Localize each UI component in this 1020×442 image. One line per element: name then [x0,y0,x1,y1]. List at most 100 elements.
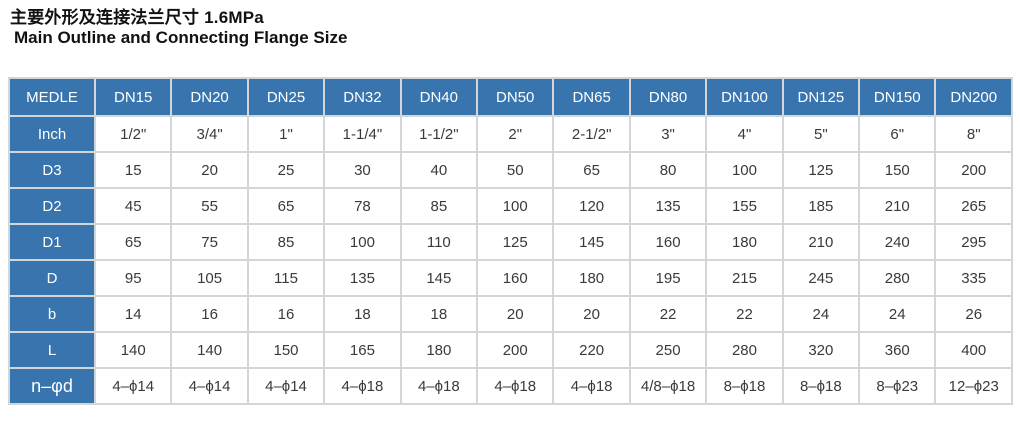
cell-d3-dn65: 65 [552,151,631,189]
cell-l-dn200: 400 [934,331,1013,369]
cell-inch-dn125: 5" [781,115,861,153]
cell-b-dn32: 18 [323,295,402,333]
cell-d-dn25: 115 [246,259,326,297]
cell-d3-dn25: 25 [246,151,326,189]
cell-d1-dn80: 160 [628,223,708,261]
cell-d1-dn125: 210 [781,223,861,261]
cell-inch-dn200: 8" [934,115,1013,153]
table-row-l: L 140 140 150 165 180 200 220 250 280 320 360 400 [8,331,1013,369]
table-header-row: MEDLE DN15 DN20 DN25 DN32 DN40 DN50 DN65 DN80 DN1… [8,77,1013,117]
cell-d3-dn200: 200 [934,151,1013,189]
row-label-b: b [8,295,96,333]
cell-b-dn50: 20 [476,295,555,333]
cell-d2-dn20: 55 [170,187,249,225]
column-header-dn125: DN125 [781,77,861,117]
cell-l-dn100: 280 [705,331,784,369]
cell-d-dn200: 335 [934,259,1013,297]
cell-b-dn125: 24 [781,295,861,333]
cell-b-dn40: 18 [399,295,479,333]
cell-l-dn125: 320 [781,331,861,369]
column-header-dn32: DN32 [323,77,402,117]
cell-inch-dn100: 4" [705,115,784,153]
cell-d-dn125: 245 [781,259,861,297]
column-header-dn50: DN50 [476,77,555,117]
row-label-l: L [8,331,96,369]
cell-b-dn20: 16 [170,295,249,333]
cell-n-phid-dn65: 4–ϕ18 [552,367,631,405]
page-title-chinese: 主要外形及连接法兰尺寸 1.6MPa [10,8,264,27]
column-header-dn100: DN100 [705,77,784,117]
cell-d1-dn150: 240 [858,223,937,261]
cell-d2-dn40: 85 [399,187,479,225]
cell-d2-dn32: 78 [323,187,402,225]
cell-d2-dn50: 100 [476,187,555,225]
cell-l-dn20: 140 [170,331,249,369]
cell-inch-dn32: 1-1/4" [323,115,402,153]
cell-d-dn100: 215 [705,259,784,297]
cell-d2-dn150: 210 [858,187,937,225]
cell-b-dn150: 24 [858,295,937,333]
cell-d-dn65: 180 [552,259,631,297]
cell-d3-dn100: 100 [705,151,784,189]
cell-d2-dn100: 155 [705,187,784,225]
cell-n-phid-dn200: 12–ϕ23 [934,367,1013,405]
cell-b-dn200: 26 [934,295,1013,333]
cell-inch-dn15: 1/2" [93,115,173,153]
cell-d2-dn65: 120 [552,187,631,225]
cell-n-phid-dn80: 4/8–ϕ18 [628,367,708,405]
cell-n-phid-dn15: 4–ϕ14 [93,367,173,405]
column-header-dn80: DN80 [628,77,708,117]
row-label-d: D [8,259,96,297]
column-header-dn20: DN20 [170,77,249,117]
table-row-d2: D2 45 55 65 78 85 100 120 135 155 185 210 265 [8,187,1013,225]
cell-d3-dn40: 40 [399,151,479,189]
cell-inch-dn80: 3" [628,115,708,153]
table-row-n-phid: n–φd 4–ϕ14 4–ϕ14 4–ϕ14 4–ϕ18 4–ϕ18 4–ϕ18 4–ϕ18 4… [8,367,1013,405]
cell-n-phid-dn100: 8–ϕ18 [705,367,784,405]
cell-d2-dn200: 265 [934,187,1013,225]
cell-d-dn80: 195 [628,259,708,297]
table-row-d: D 95 105 115 135 145 160 180 195 215 245 280 335 [8,259,1013,297]
cell-d-dn32: 135 [323,259,402,297]
cell-b-dn25: 16 [246,295,326,333]
cell-inch-dn20: 3/4" [170,115,249,153]
cell-n-phid-dn25: 4–ϕ14 [246,367,326,405]
cell-l-dn15: 140 [93,331,173,369]
column-header-dn25: DN25 [246,77,326,117]
row-label-d2: D2 [8,187,96,225]
cell-d1-dn50: 125 [476,223,555,261]
page-title-english: Main Outline and Connecting Flange Size [14,28,348,47]
cell-d1-dn25: 85 [246,223,326,261]
cell-l-dn80: 250 [628,331,708,369]
cell-d-dn15: 95 [93,259,173,297]
column-header-dn200: DN200 [934,77,1013,117]
cell-inch-dn65: 2-1/2" [552,115,631,153]
cell-d3-dn80: 80 [628,151,708,189]
table-row-b: b 14 16 16 18 18 20 20 22 22 24 24 26 [8,295,1013,333]
table-row-d1: D1 65 75 85 100 110 125 145 160 180 210 240 295 [8,223,1013,261]
corner-header-medle: MEDLE [8,77,96,117]
cell-b-dn15: 14 [93,295,173,333]
table-body: Inch 1/2" 3/4" 1" 1-1/4" 1-1/2" 2" 2-1/2" 3" 4" 5"… [8,115,1013,405]
row-label-d3: D3 [8,151,96,189]
cell-d3-dn125: 125 [781,151,861,189]
cell-l-dn50: 200 [476,331,555,369]
cell-d1-dn100: 180 [705,223,784,261]
cell-l-dn40: 180 [399,331,479,369]
cell-d2-dn125: 185 [781,187,861,225]
cell-d1-dn65: 145 [552,223,631,261]
column-header-dn150: DN150 [858,77,937,117]
cell-d3-dn32: 30 [323,151,402,189]
cell-inch-dn25: 1" [246,115,326,153]
cell-d2-dn80: 135 [628,187,708,225]
cell-d2-dn25: 65 [246,187,326,225]
row-label-inch: Inch [8,115,96,153]
cell-d3-dn15: 15 [93,151,173,189]
cell-b-dn100: 22 [705,295,784,333]
cell-inch-dn40: 1-1/2" [399,115,479,153]
cell-l-dn150: 360 [858,331,937,369]
table-row-d3: D3 15 20 25 30 40 50 65 80 100 125 150 200 [8,151,1013,189]
column-header-dn40: DN40 [399,77,479,117]
cell-n-phid-dn20: 4–ϕ14 [170,367,249,405]
